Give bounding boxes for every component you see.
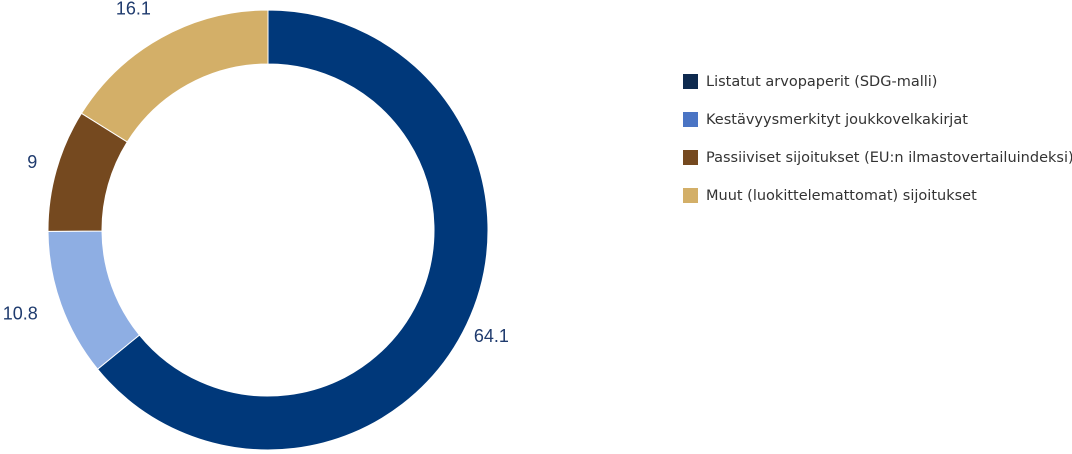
legend-swatch [683, 150, 698, 165]
data-label-3: 9 [27, 152, 37, 172]
legend-item-4: Muut (luokittelemattomat) sijoitukset [683, 184, 1072, 207]
legend-label: Passiiviset sijoitukset (EU:n ilmastover… [706, 149, 1072, 166]
chart-legend: Listatut arvopaperit (SDG-malli) Kestävyy… [683, 70, 1072, 222]
legend-swatch [683, 112, 698, 127]
legend-label: Listatut arvopaperit (SDG-malli) [706, 73, 938, 90]
legend-label: Muut (luokittelemattomat) sijoitukset [706, 187, 977, 204]
data-label-4: 16.1 [116, 0, 151, 18]
donut-slice-4 [80, 9, 269, 143]
legend-swatch [683, 188, 698, 203]
legend-item-2: Kestävyysmerkityt joukkovelkakirjat [683, 108, 1072, 131]
legend-swatch [683, 74, 698, 89]
data-label-1: 64.1 [474, 326, 509, 346]
data-label-2: 10.8 [3, 303, 38, 323]
legend-label: Kestävyysmerkityt joukkovelkakirjat [706, 111, 968, 128]
legend-item-1: Listatut arvopaperit (SDG-malli) [683, 70, 1072, 93]
legend-item-3: Passiiviset sijoitukset (EU:n ilmastover… [683, 146, 1072, 169]
donut-chart: 64.1 10.8 9 16.1 [3, 0, 509, 451]
donut-slice-1 [96, 9, 489, 451]
